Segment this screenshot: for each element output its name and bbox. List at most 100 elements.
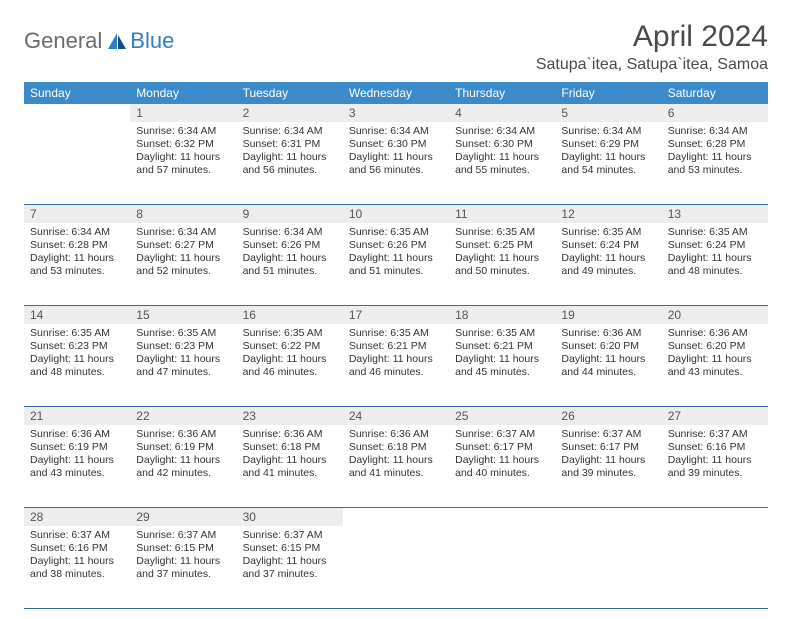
day-number-cell: 28	[24, 508, 130, 527]
sunrise-text: Sunrise: 6:36 AM	[561, 327, 655, 340]
sunset-text: Sunset: 6:24 PM	[561, 239, 655, 252]
sunrise-text: Sunrise: 6:35 AM	[561, 226, 655, 239]
day-info-row: Sunrise: 6:37 AMSunset: 6:16 PMDaylight:…	[24, 526, 768, 608]
day-number-cell: 5	[555, 104, 661, 122]
day-info-cell: Sunrise: 6:35 AMSunset: 6:23 PMDaylight:…	[24, 324, 130, 406]
sunrise-text: Sunrise: 6:34 AM	[243, 125, 337, 138]
day-number-cell: 29	[130, 508, 236, 527]
daylight-text: Daylight: 11 hours and 43 minutes.	[30, 454, 124, 480]
sunrise-text: Sunrise: 6:34 AM	[30, 226, 124, 239]
logo-text-general: General	[24, 28, 102, 54]
sunset-text: Sunset: 6:23 PM	[30, 340, 124, 353]
day-info-cell: Sunrise: 6:36 AMSunset: 6:18 PMDaylight:…	[343, 425, 449, 507]
day-number-row: 21222324252627	[24, 407, 768, 426]
sunset-text: Sunset: 6:26 PM	[349, 239, 443, 252]
sunset-text: Sunset: 6:15 PM	[136, 542, 230, 555]
day-number-cell: 15	[130, 306, 236, 325]
day-info-cell: Sunrise: 6:37 AMSunset: 6:16 PMDaylight:…	[24, 526, 130, 608]
sunset-text: Sunset: 6:16 PM	[30, 542, 124, 555]
calendar-page: General Blue April 2024 Satupa`itea, Sat…	[0, 0, 792, 619]
day-number-cell	[555, 508, 661, 527]
logo-text-blue: Blue	[130, 28, 174, 54]
day-info-row: Sunrise: 6:36 AMSunset: 6:19 PMDaylight:…	[24, 425, 768, 507]
day-number-cell: 22	[130, 407, 236, 426]
daylight-text: Daylight: 11 hours and 39 minutes.	[668, 454, 762, 480]
sunset-text: Sunset: 6:20 PM	[561, 340, 655, 353]
daylight-text: Daylight: 11 hours and 54 minutes.	[561, 151, 655, 177]
day-number-cell: 6	[662, 104, 768, 122]
sunrise-text: Sunrise: 6:35 AM	[668, 226, 762, 239]
day-info-cell: Sunrise: 6:34 AMSunset: 6:30 PMDaylight:…	[449, 122, 555, 204]
sunset-text: Sunset: 6:32 PM	[136, 138, 230, 151]
day-info-cell	[662, 526, 768, 608]
day-number-cell: 3	[343, 104, 449, 122]
day-info-cell: Sunrise: 6:34 AMSunset: 6:28 PMDaylight:…	[662, 122, 768, 204]
weekday-header: Saturday	[662, 82, 768, 104]
sunset-text: Sunset: 6:28 PM	[30, 239, 124, 252]
day-number-cell: 12	[555, 205, 661, 224]
sunrise-text: Sunrise: 6:35 AM	[136, 327, 230, 340]
weekday-header: Tuesday	[237, 82, 343, 104]
day-info-cell	[449, 526, 555, 608]
daylight-text: Daylight: 11 hours and 51 minutes.	[243, 252, 337, 278]
weekday-header: Thursday	[449, 82, 555, 104]
sunrise-text: Sunrise: 6:34 AM	[668, 125, 762, 138]
day-info-cell: Sunrise: 6:34 AMSunset: 6:30 PMDaylight:…	[343, 122, 449, 204]
sunrise-text: Sunrise: 6:36 AM	[349, 428, 443, 441]
sunset-text: Sunset: 6:27 PM	[136, 239, 230, 252]
daylight-text: Daylight: 11 hours and 37 minutes.	[136, 555, 230, 581]
day-info-cell: Sunrise: 6:36 AMSunset: 6:18 PMDaylight:…	[237, 425, 343, 507]
sunset-text: Sunset: 6:16 PM	[668, 441, 762, 454]
day-info-cell: Sunrise: 6:35 AMSunset: 6:21 PMDaylight:…	[343, 324, 449, 406]
daylight-text: Daylight: 11 hours and 42 minutes.	[136, 454, 230, 480]
sunrise-text: Sunrise: 6:35 AM	[30, 327, 124, 340]
daylight-text: Daylight: 11 hours and 39 minutes.	[561, 454, 655, 480]
day-number-row: 282930	[24, 508, 768, 527]
daylight-text: Daylight: 11 hours and 56 minutes.	[243, 151, 337, 177]
day-info-cell: Sunrise: 6:37 AMSunset: 6:15 PMDaylight:…	[237, 526, 343, 608]
day-number-cell: 14	[24, 306, 130, 325]
day-number-cell	[24, 104, 130, 122]
day-info-cell: Sunrise: 6:34 AMSunset: 6:32 PMDaylight:…	[130, 122, 236, 204]
day-info-cell	[24, 122, 130, 204]
sunset-text: Sunset: 6:17 PM	[455, 441, 549, 454]
daylight-text: Daylight: 11 hours and 43 minutes.	[668, 353, 762, 379]
sunset-text: Sunset: 6:15 PM	[243, 542, 337, 555]
daylight-text: Daylight: 11 hours and 48 minutes.	[668, 252, 762, 278]
day-info-cell: Sunrise: 6:36 AMSunset: 6:19 PMDaylight:…	[130, 425, 236, 507]
daylight-text: Daylight: 11 hours and 51 minutes.	[349, 252, 443, 278]
sunrise-text: Sunrise: 6:37 AM	[668, 428, 762, 441]
sunrise-text: Sunrise: 6:36 AM	[243, 428, 337, 441]
daylight-text: Daylight: 11 hours and 48 minutes.	[30, 353, 124, 379]
day-info-cell: Sunrise: 6:35 AMSunset: 6:24 PMDaylight:…	[662, 223, 768, 305]
day-info-cell: Sunrise: 6:34 AMSunset: 6:31 PMDaylight:…	[237, 122, 343, 204]
sunrise-text: Sunrise: 6:34 AM	[561, 125, 655, 138]
day-number-cell: 13	[662, 205, 768, 224]
sunrise-text: Sunrise: 6:37 AM	[561, 428, 655, 441]
sunset-text: Sunset: 6:23 PM	[136, 340, 230, 353]
sunset-text: Sunset: 6:25 PM	[455, 239, 549, 252]
day-info-cell: Sunrise: 6:35 AMSunset: 6:24 PMDaylight:…	[555, 223, 661, 305]
day-info-cell: Sunrise: 6:36 AMSunset: 6:20 PMDaylight:…	[555, 324, 661, 406]
daylight-text: Daylight: 11 hours and 38 minutes.	[30, 555, 124, 581]
daylight-text: Daylight: 11 hours and 49 minutes.	[561, 252, 655, 278]
day-info-cell: Sunrise: 6:35 AMSunset: 6:23 PMDaylight:…	[130, 324, 236, 406]
day-number-row: 123456	[24, 104, 768, 122]
day-info-cell: Sunrise: 6:37 AMSunset: 6:16 PMDaylight:…	[662, 425, 768, 507]
daylight-text: Daylight: 11 hours and 46 minutes.	[349, 353, 443, 379]
sunrise-text: Sunrise: 6:34 AM	[455, 125, 549, 138]
sunrise-text: Sunrise: 6:34 AM	[243, 226, 337, 239]
day-number-cell: 19	[555, 306, 661, 325]
daylight-text: Daylight: 11 hours and 46 minutes.	[243, 353, 337, 379]
sunrise-text: Sunrise: 6:34 AM	[136, 125, 230, 138]
day-number-cell: 2	[237, 104, 343, 122]
day-info-cell: Sunrise: 6:34 AMSunset: 6:29 PMDaylight:…	[555, 122, 661, 204]
sunset-text: Sunset: 6:28 PM	[668, 138, 762, 151]
daylight-text: Daylight: 11 hours and 53 minutes.	[30, 252, 124, 278]
daylight-text: Daylight: 11 hours and 41 minutes.	[243, 454, 337, 480]
sunset-text: Sunset: 6:30 PM	[455, 138, 549, 151]
day-number-cell: 23	[237, 407, 343, 426]
sunrise-text: Sunrise: 6:37 AM	[455, 428, 549, 441]
sunset-text: Sunset: 6:31 PM	[243, 138, 337, 151]
day-info-cell: Sunrise: 6:35 AMSunset: 6:22 PMDaylight:…	[237, 324, 343, 406]
